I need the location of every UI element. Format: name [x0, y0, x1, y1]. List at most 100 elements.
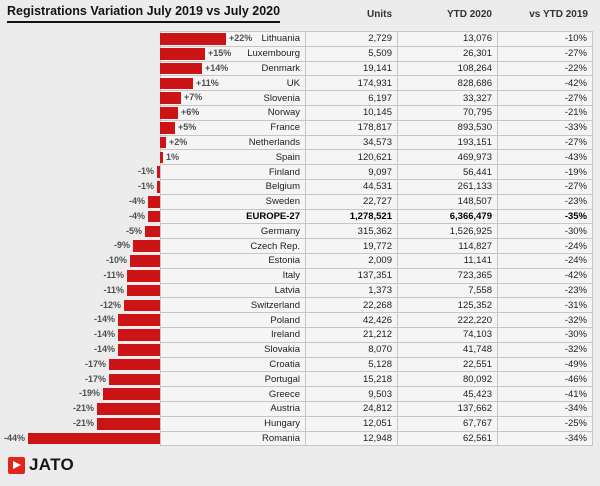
table-row: Belgium 44,531 261,133 -27% [160, 179, 593, 195]
ytd-2020-cell: 33,327 [397, 91, 497, 105]
table-row: UK 174,931 828,686 -42% [160, 76, 593, 92]
vs-ytd-2019-cell: -42% [497, 76, 593, 91]
vs-ytd-2019-cell: -23% [497, 283, 593, 298]
table-row: Spain 120,621 469,973 -43% [160, 150, 593, 166]
units-cell: 8,070 [305, 342, 397, 357]
table-row: Portugal 15,218 80,092 -46% [160, 372, 593, 388]
ytd-2020-cell: 148,507 [397, 194, 497, 209]
variation-bar [160, 136, 166, 149]
variation-bar [148, 210, 160, 223]
country-cell: Sweden [160, 194, 305, 209]
variation-bar [109, 373, 160, 386]
units-cell: 22,727 [305, 194, 397, 209]
country-cell: Portugal [160, 372, 305, 387]
variation-bar [118, 344, 160, 356]
vs-ytd-2019-cell: -19% [497, 165, 593, 179]
jato-logo-text: JATO [29, 455, 74, 474]
units-cell: 120,621 [305, 150, 397, 165]
ytd-2020-cell: 125,352 [397, 298, 497, 313]
vs-ytd-2019-cell: -35% [497, 209, 593, 224]
table-row: Czech Rep. 19,772 114,827 -24% [160, 239, 593, 254]
table-row: EUROPE-27 1,278,521 6,366,479 -35% [160, 209, 593, 225]
table-row: Hungary 12,051 67,767 -25% [160, 416, 593, 432]
variation-bar [160, 33, 226, 45]
variation-bar [160, 122, 175, 134]
units-cell: 5,128 [305, 357, 397, 372]
variation-label: -14% [93, 329, 115, 340]
variation-label: +11% [196, 77, 219, 88]
column-header-vs-ytd-2019: vs YTD 2019 [529, 9, 588, 20]
vs-ytd-2019-cell: -41% [497, 387, 593, 401]
country-cell: Romania [160, 431, 305, 446]
vs-ytd-2019-cell: -49% [497, 357, 593, 372]
units-cell: 19,772 [305, 239, 397, 253]
units-cell: 42,426 [305, 313, 397, 327]
variation-bar [130, 255, 160, 267]
ytd-2020-cell: 67,767 [397, 416, 497, 431]
vs-ytd-2019-cell: -34% [497, 431, 593, 446]
ytd-2020-cell: 26,301 [397, 46, 497, 61]
units-cell: 21,212 [305, 327, 397, 342]
variation-bar [97, 403, 160, 415]
vs-ytd-2019-cell: -22% [497, 61, 593, 76]
ytd-2020-cell: 893,530 [397, 120, 497, 135]
country-cell: Czech Rep. [160, 239, 305, 253]
variation-bar [97, 418, 160, 430]
country-cell: Germany [160, 224, 305, 239]
variation-label: -9% [113, 240, 130, 251]
units-cell: 9,097 [305, 165, 397, 179]
vs-ytd-2019-cell: -25% [497, 416, 593, 431]
table-row: Luxembourg 5,509 26,301 -27% [160, 46, 593, 62]
country-cell: Italy [160, 268, 305, 283]
vs-ytd-2019-cell: -10% [497, 32, 593, 46]
variation-label: +2% [169, 136, 188, 147]
variation-label: -44% [3, 432, 25, 443]
country-cell: Estonia [160, 253, 305, 268]
country-cell: Slovenia [160, 91, 305, 105]
variation-bar [160, 151, 163, 164]
variation-bar [157, 181, 160, 193]
table-row: Poland 42,426 222,220 -32% [160, 313, 593, 328]
table-row: Slovakia 8,070 41,748 -32% [160, 342, 593, 358]
variation-label: +14% [205, 62, 229, 73]
variation-label: -4% [128, 196, 145, 206]
units-cell: 12,948 [305, 431, 397, 446]
variation-label: +15% [208, 48, 232, 58]
table-row: Sweden 22,727 148,507 -23% [160, 194, 593, 210]
variation-label: -19% [78, 388, 100, 399]
variation-label: -21% [72, 418, 94, 428]
vs-ytd-2019-cell: -24% [497, 253, 593, 268]
ytd-2020-cell: 6,366,479 [397, 209, 497, 224]
ytd-2020-cell: 22,551 [397, 357, 497, 372]
table-row: Denmark 19,141 108,264 -22% [160, 61, 593, 77]
variation-bar [148, 196, 160, 208]
ytd-2020-cell: 108,264 [397, 61, 497, 76]
units-cell: 6,197 [305, 91, 397, 105]
table-row: Italy 137,351 723,365 -42% [160, 268, 593, 284]
variation-label: -11% [103, 270, 124, 280]
variation-bar [133, 240, 160, 252]
table-row: France 178,817 893,530 -33% [160, 120, 593, 136]
ytd-2020-cell: 1,526,925 [397, 224, 497, 239]
variation-bar [124, 299, 160, 312]
country-cell: Finland [160, 165, 305, 179]
table-row: Norway 10,145 70,795 -21% [160, 105, 593, 121]
variation-bar [160, 107, 178, 119]
variation-label: -1% [137, 166, 154, 177]
units-cell: 15,218 [305, 372, 397, 387]
variation-label: -1% [137, 181, 154, 192]
vs-ytd-2019-cell: -31% [497, 298, 593, 313]
jato-arrow-icon [12, 461, 21, 469]
vs-ytd-2019-cell: -32% [497, 342, 593, 357]
ytd-2020-cell: 723,365 [397, 268, 497, 283]
vs-ytd-2019-cell: -42% [497, 268, 593, 283]
units-cell: 178,817 [305, 120, 397, 135]
units-cell: 174,931 [305, 76, 397, 91]
vs-ytd-2019-cell: -21% [497, 105, 593, 120]
ytd-2020-cell: 11,141 [397, 253, 497, 268]
variation-label: -14% [93, 314, 115, 325]
table-row: Finland 9,097 56,441 -19% [160, 165, 593, 180]
ytd-2020-cell: 45,423 [397, 387, 497, 401]
vs-ytd-2019-cell: -30% [497, 327, 593, 342]
